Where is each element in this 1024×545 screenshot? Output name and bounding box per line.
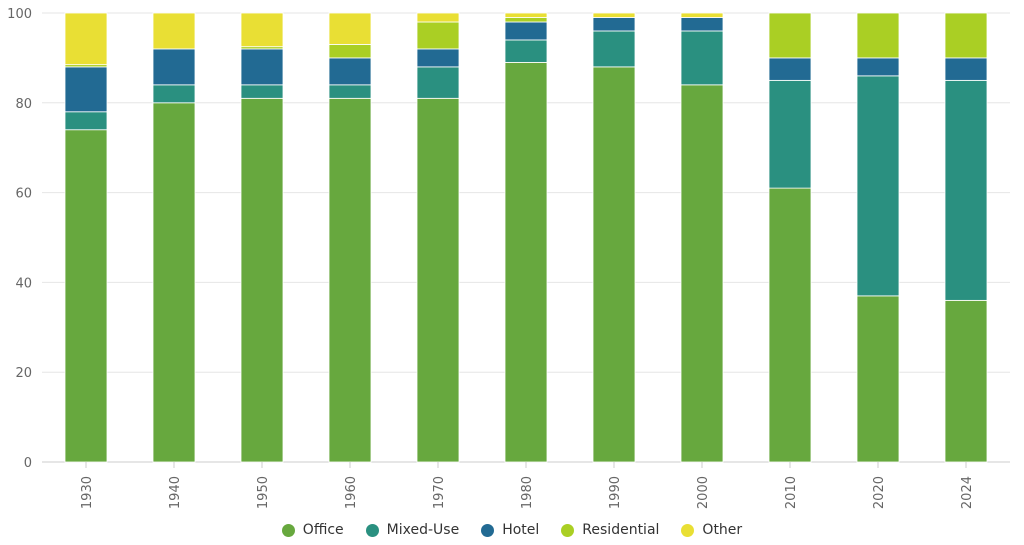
x-tick-label: 2020 xyxy=(872,476,887,509)
legend-item-residential[interactable]: Residential xyxy=(561,522,659,538)
bar-segment-hotel xyxy=(680,17,724,32)
legend-label: Residential xyxy=(582,522,660,538)
legend-marker-icon xyxy=(281,523,295,537)
x-tick-label: 1960 xyxy=(344,476,359,509)
legend-marker-icon xyxy=(681,523,695,537)
bar-segment-mixed-use xyxy=(768,79,812,189)
x-tick-label: 1950 xyxy=(256,476,271,509)
bar-segment-other xyxy=(64,12,108,66)
bar-segment-hotel xyxy=(152,48,196,86)
bar-segment-mixed-use xyxy=(64,111,108,131)
bar-segment-mixed-use xyxy=(856,75,900,297)
bar-segment-mixed-use xyxy=(240,84,284,99)
x-tick-label: 2024 xyxy=(960,476,975,509)
bar-segment-other xyxy=(416,12,460,23)
bar-segment-mixed-use xyxy=(944,79,988,301)
x-tick-label: 2010 xyxy=(784,476,799,509)
bar-segment-office xyxy=(768,187,812,463)
bar-segment-hotel xyxy=(768,57,812,81)
bar-segment-mixed-use xyxy=(680,30,724,86)
bar-segment-office xyxy=(64,129,108,463)
legend-marker-icon xyxy=(561,523,575,537)
legend-item-office[interactable]: Office xyxy=(281,522,344,538)
x-tick-label: 1970 xyxy=(432,476,447,509)
bar-segment-other xyxy=(328,12,372,45)
bar-segment-mixed-use xyxy=(504,39,548,63)
y-tick-label: 40 xyxy=(15,276,32,291)
bar-segment-hotel xyxy=(328,57,372,86)
bar-segment-office xyxy=(152,102,196,463)
bar-segment-office xyxy=(680,84,724,463)
bar-segment-hotel xyxy=(416,48,460,68)
bar-segment-residential xyxy=(328,44,372,59)
bar-segment-office xyxy=(416,97,460,463)
legend-item-mixed-use[interactable]: Mixed-Use xyxy=(365,522,460,538)
x-tick-label: 2000 xyxy=(696,476,711,509)
legend-label: Mixed-Use xyxy=(386,522,460,538)
bar-segment-mixed-use xyxy=(592,30,636,68)
legend-label: Hotel xyxy=(502,522,540,538)
bar-segment-other xyxy=(152,12,196,50)
bar-segment-mixed-use xyxy=(152,84,196,104)
y-tick-label: 60 xyxy=(15,187,32,202)
bar-segment-other xyxy=(504,12,548,18)
bar-segment-office xyxy=(328,97,372,463)
bar-segment-residential xyxy=(944,12,988,59)
y-tick-label: 0 xyxy=(24,456,32,471)
legend-marker-icon xyxy=(481,523,495,537)
bar-segment-hotel xyxy=(856,57,900,77)
bar-segment-other xyxy=(240,12,284,48)
x-tick-label: 1930 xyxy=(80,476,95,509)
bar-segment-office xyxy=(944,299,988,463)
bar-segment-office xyxy=(240,97,284,463)
legend-label: Other xyxy=(702,522,743,538)
bar-segment-residential xyxy=(768,12,812,59)
bar-segment-residential xyxy=(416,21,460,50)
x-tick-label: 1980 xyxy=(520,476,535,509)
bar-segment-hotel xyxy=(64,66,108,113)
legend-marker-icon xyxy=(365,523,379,537)
legend: Office Mixed-Use Hotel Residential Other xyxy=(0,517,1024,543)
bar-segment-mixed-use xyxy=(416,66,460,99)
bar-segment-hotel xyxy=(944,57,988,81)
bar-segment-mixed-use xyxy=(328,84,372,99)
x-tick-label: 1990 xyxy=(608,476,623,509)
legend-item-other[interactable]: Other xyxy=(681,522,742,538)
bar-segment-residential xyxy=(856,12,900,59)
y-tick-label: 20 xyxy=(15,366,32,381)
y-tick-label: 80 xyxy=(15,97,32,112)
bar-segment-residential xyxy=(504,17,548,23)
bar-segment-hotel xyxy=(592,17,636,32)
bar-segment-office xyxy=(592,66,636,463)
x-tick-label: 1940 xyxy=(168,476,183,509)
bar-segment-hotel xyxy=(504,21,548,41)
y-tick-label: 100 xyxy=(7,7,32,22)
bar-segment-other xyxy=(680,12,724,18)
bar-segment-hotel xyxy=(240,48,284,86)
bar-segment-other xyxy=(592,12,636,18)
bars xyxy=(64,12,988,463)
axes: 0 20 40 60 80 100 1930 1940 1950 1960 1970 1980 1990… xyxy=(7,7,975,509)
legend-item-hotel[interactable]: Hotel xyxy=(481,522,539,538)
legend-label: Office xyxy=(302,522,344,538)
bar-segment-office xyxy=(856,295,900,463)
bar-segment-office xyxy=(504,61,548,463)
